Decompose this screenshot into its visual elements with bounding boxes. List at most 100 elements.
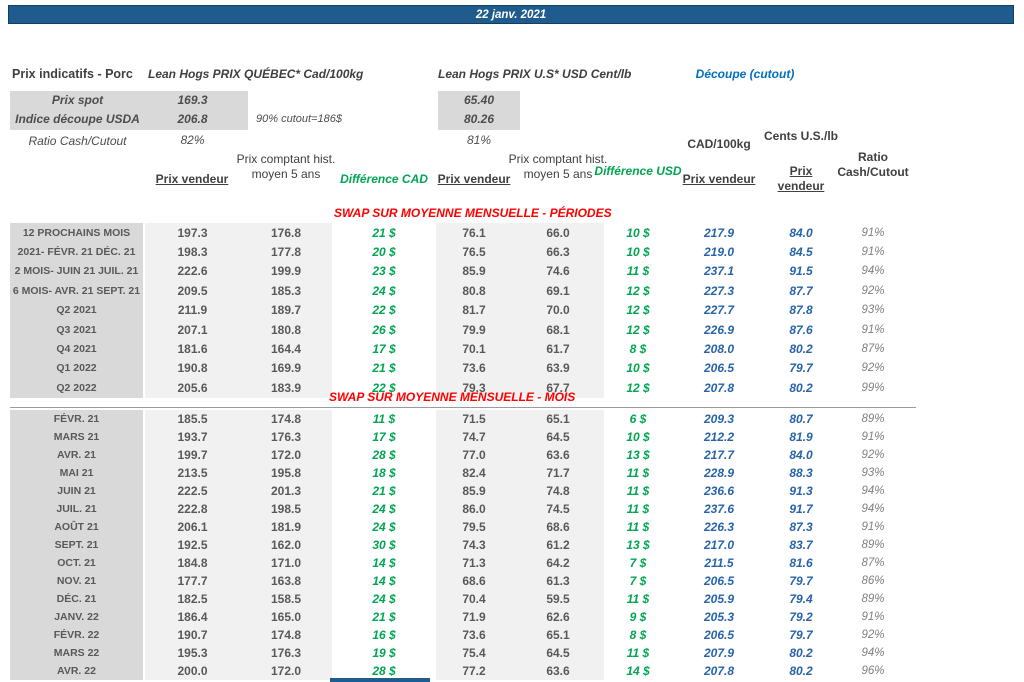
difference-usd-value: 11 $ — [626, 520, 650, 534]
cad-prix-vendeur-value: 222.8 — [145, 500, 240, 518]
col-header-difference-cad: Différence CAD — [340, 172, 428, 186]
cad-prix-vendeur-value: 190.8 — [145, 358, 240, 379]
usda-cutout-index-cad: 206.8 — [177, 112, 208, 126]
table-row: MAI 21 213.5 195.8 18 $ 82.4 71.7 11 $ 2… — [10, 464, 910, 482]
table-row: 6 MOIS- AVR. 21 SEPT. 21 209.5 185.3 24 … — [10, 281, 910, 301]
difference-usd-value: 11 $ — [626, 466, 650, 480]
cutout-cents-value: 84.5 — [789, 245, 813, 260]
cutout-cents-value: 88.3 — [789, 466, 813, 480]
us-prix-vendeur-value: 82.4 — [436, 464, 512, 482]
cad-prix-comptant-value: 176.3 — [240, 428, 332, 446]
ratio-cash-cutout-value: 92% — [861, 362, 885, 375]
cad-prix-vendeur-value: 213.5 — [145, 464, 240, 482]
cutout-cents-value: 87.6 — [789, 322, 813, 337]
cutout-cents-value: 87.7 — [789, 283, 813, 298]
row-period-label: MAI 21 — [10, 464, 145, 482]
cutout-cad-value: 206.5 — [703, 628, 735, 642]
cad-prix-comptant-value: 176.8 — [240, 223, 332, 243]
us-prix-comptant-value: 63.6 — [512, 446, 604, 464]
cad-prix-vendeur-value: 211.9 — [145, 300, 240, 320]
cutout-cents-value: 91.7 — [789, 502, 813, 516]
table-row: 2021- FÉVR. 21 DÉC. 21 198.3 177.8 20 $ … — [10, 242, 910, 262]
cutout-cad-value: 207.8 — [703, 664, 735, 678]
section-divider-line — [10, 407, 916, 408]
difference-usd-value: 6 $ — [629, 412, 647, 426]
difference-usd-value: 10 $ — [626, 361, 650, 376]
cutout-cents-value: 81.6 — [789, 556, 813, 570]
cad-prix-comptant-value: 164.4 — [240, 339, 332, 359]
cad-prix-comptant-value: 163.8 — [240, 572, 332, 590]
cad-prix-vendeur-value: 205.6 — [145, 378, 240, 398]
cad-prix-vendeur-value: 209.5 — [145, 281, 240, 301]
ratio-cash-cutout-cad: 82% — [180, 133, 205, 147]
difference-usd-value: 11 $ — [626, 502, 650, 516]
us-prix-comptant-value: 67.7 — [512, 378, 604, 398]
row-period-label: JUIN 21 — [10, 482, 145, 500]
table-row: FÉVR. 22 190.7 174.8 16 $ 73.6 65.1 8 $ … — [10, 626, 910, 644]
cad-prix-vendeur-value: 195.3 — [145, 644, 240, 662]
cutout-cents-value: 81.9 — [789, 430, 813, 444]
difference-cad-value: 21 $ — [372, 225, 396, 240]
row-period-label: Q2 2022 — [10, 378, 145, 398]
row-period-label: Q2 2021 — [10, 300, 145, 320]
col-header-prix-vendeur-cad: Prix vendeur — [155, 172, 229, 186]
section-title-periodes: SWAP SUR MOYENNE MENSUELLE - PÉRIODES — [334, 206, 612, 220]
months-table: FÉVR. 21 185.5 174.8 11 $ 71.5 65.1 6 $ … — [10, 410, 910, 680]
cutout-note: 90% cutout=186$ — [256, 113, 342, 125]
us-prix-vendeur-value: 85.9 — [436, 482, 512, 500]
row-period-label: 12 PROCHAINS MOIS — [10, 223, 145, 243]
us-prix-vendeur-value: 86.0 — [436, 500, 512, 518]
row-period-label: Q3 2021 — [10, 319, 145, 340]
cutout-cents-value: 79.7 — [789, 628, 813, 642]
col-header-prix-comptant-cad: Prix comptant hist. moyen 5 ans — [236, 152, 336, 181]
cad-prix-vendeur-value: 193.7 — [145, 428, 240, 446]
spot-price-usd: 65.40 — [463, 93, 495, 107]
us-prix-comptant-value: 63.6 — [512, 662, 604, 680]
cutout-cents-value: 83.7 — [789, 538, 813, 552]
cad-prix-comptant-value: 176.3 — [240, 644, 332, 662]
cutout-cad-value: 226.9 — [703, 322, 735, 337]
spot-price-cad: 169.3 — [177, 93, 208, 107]
cad-prix-comptant-value: 195.8 — [240, 464, 332, 482]
us-prix-comptant-value: 68.1 — [512, 319, 604, 340]
report-date: 22 janv. 2021 — [475, 8, 547, 21]
row-period-label: 6 MOIS- AVR. 21 SEPT. 21 — [10, 281, 145, 301]
row-period-label: OCT. 21 — [10, 554, 145, 572]
difference-cad-value: 28 $ — [372, 664, 396, 678]
us-prix-comptant-value: 68.6 — [512, 518, 604, 536]
cad-prix-vendeur-value: 184.8 — [145, 554, 240, 572]
us-prix-vendeur-value: 81.7 — [436, 300, 512, 320]
row-period-label: MARS 21 — [10, 428, 145, 446]
difference-usd-value: 13 $ — [626, 448, 650, 462]
difference-cad-value: 24 $ — [372, 283, 396, 298]
difference-usd-value: 7 $ — [629, 574, 647, 588]
ratio-cash-cutout-value: 93% — [861, 467, 885, 479]
difference-usd-value: 14 $ — [626, 664, 650, 678]
row-period-label: Q4 2021 — [10, 339, 145, 359]
us-prix-vendeur-value: 75.4 — [436, 644, 512, 662]
row-period-label: NOV. 21 — [10, 572, 145, 590]
cutout-cents-value: 80.2 — [789, 342, 813, 357]
table-row: 2 MOIS- JUIN 21 JUIL. 21 222.6 199.9 23 … — [10, 261, 910, 282]
cutout-cents-value: 91.3 — [789, 484, 813, 498]
cutout-cad-value: 227.3 — [703, 283, 735, 298]
table-row: OCT. 21 184.8 171.0 14 $ 71.3 64.2 7 $ 2… — [10, 554, 910, 572]
difference-cad-value: 22 $ — [372, 303, 396, 318]
cad-prix-vendeur-value: 222.6 — [145, 261, 240, 282]
row-period-label: DÉC. 21 — [10, 590, 145, 608]
table-row: NOV. 21 177.7 163.8 14 $ 68.6 61.3 7 $ 2… — [10, 572, 910, 590]
cutout-cents-value: 80.2 — [789, 380, 813, 395]
cutout-cents-value: 79.2 — [789, 610, 813, 624]
us-prix-comptant-value: 74.5 — [512, 500, 604, 518]
ratio-cash-cutout-value: 96% — [861, 665, 885, 677]
difference-cad-value: 11 $ — [372, 412, 396, 426]
us-prix-vendeur-value: 76.5 — [436, 242, 512, 262]
cutout-cents-value: 79.7 — [789, 361, 813, 376]
ratio-cash-cutout-value: 91% — [861, 323, 885, 336]
cutout-cad-value: 217.7 — [703, 448, 735, 462]
difference-cad-value: 18 $ — [372, 466, 396, 480]
cad-prix-vendeur-value: 200.0 — [145, 662, 240, 680]
cutout-cad-value: 207.8 — [703, 380, 735, 395]
us-prix-comptant-value: 64.5 — [512, 428, 604, 446]
